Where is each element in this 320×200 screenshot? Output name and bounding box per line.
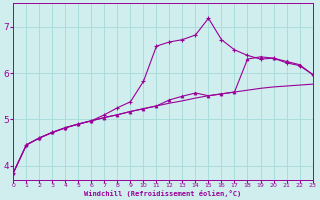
X-axis label: Windchill (Refroidissement éolien,°C): Windchill (Refroidissement éolien,°C) [84,190,242,197]
